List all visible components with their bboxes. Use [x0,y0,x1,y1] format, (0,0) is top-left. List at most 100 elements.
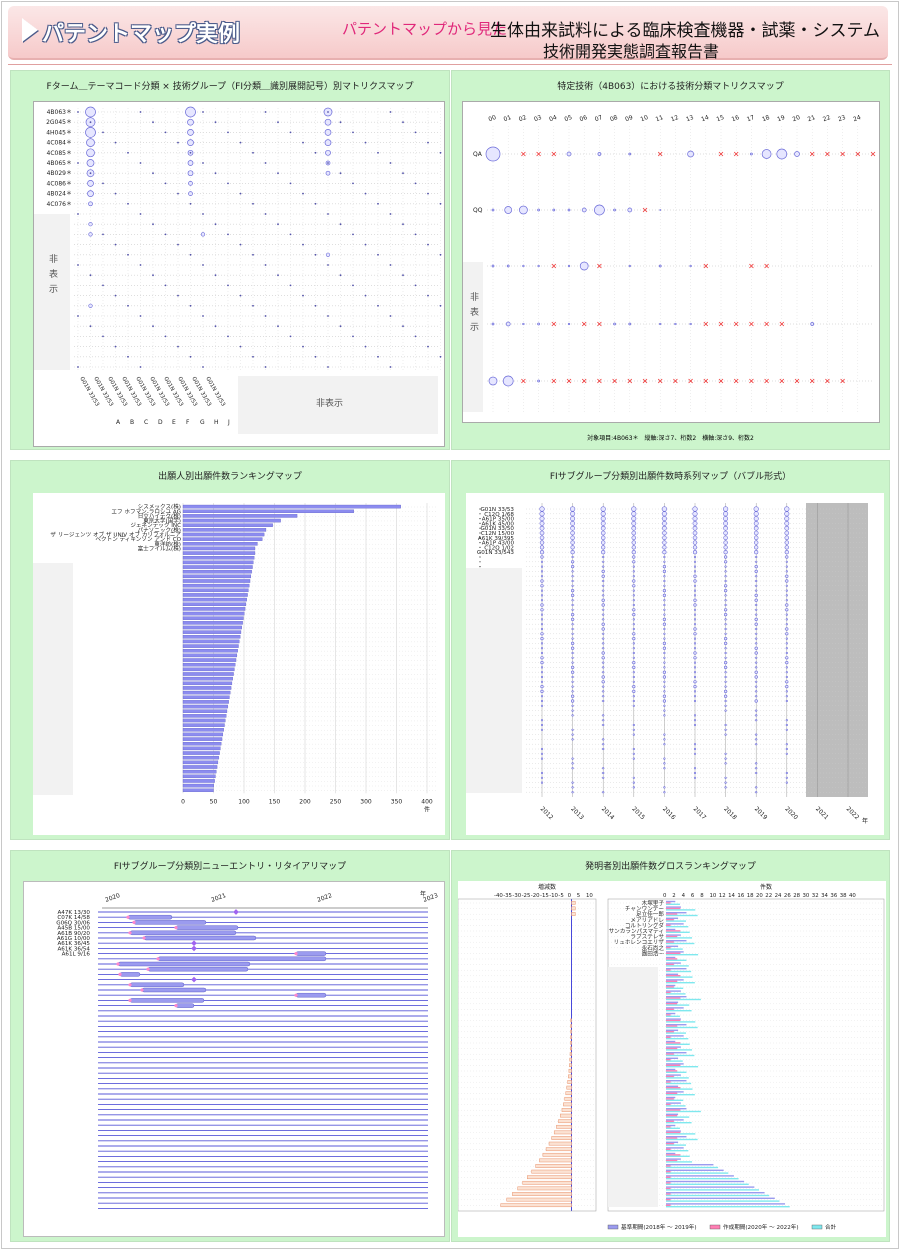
timeseries-bubble [540,781,544,784]
timeseries-bubble [693,570,697,573]
delta-bar [566,1085,572,1090]
timeseries-bubble [601,569,605,573]
matrix-dot [389,315,392,317]
timeseries-bubble [539,550,545,555]
cross-mark [673,378,678,384]
matrix-dot [164,233,167,236]
matrix-bubble [502,375,514,387]
ranking-bar [182,700,229,704]
current-period-bar [666,1019,681,1022]
matrix-bubble [522,322,525,326]
row-label: G01N 33/53 [480,507,514,513]
timeseries-bubble [755,690,758,693]
timeseries-bubble [540,560,544,563]
x-tick: 2017 [692,805,708,821]
current-period-bar [666,1193,671,1195]
timeseries-bubble [692,525,698,531]
row-label: A61K 45/00 [481,521,514,527]
entry-bar [141,987,207,993]
total-bar [666,1054,695,1057]
timeseries-bubble [693,589,697,592]
base-period-bar [666,900,676,903]
timeseries-bubble [693,671,697,674]
timeseries-bubble [755,685,758,688]
cross-mark [703,263,709,269]
col-label: 19 [776,114,786,123]
matrix-dot [439,151,442,154]
base-period-bar [666,1152,676,1155]
ranking-bar [182,546,256,551]
timeseries-bubble [693,584,697,587]
timeseries-bubble [785,603,789,607]
left-tick: -15 [540,893,549,899]
timeseries-bubble [692,506,698,512]
timeseries-bubble [540,671,544,674]
timeseries-bubble [632,689,636,693]
total-bar [666,1088,693,1090]
matrix-bubble [567,264,571,268]
matrix-dot [389,264,392,266]
timeseries-bubble [540,680,544,683]
matrix-dot [264,315,267,317]
timeseries-bubble [693,656,697,660]
timeseries-bubble [724,709,727,712]
timeseries-bubble [785,555,789,559]
ranking-bar [182,621,243,625]
hidden-rows-block [33,563,73,795]
panel-newentry-retire: FIサブグループ分類別ニューエントリ・リタイアリマップ 2020 2021 2022… [10,850,450,1242]
matrix-dot [177,192,179,195]
timeseries-bubble [724,570,727,573]
timeseries-bubble [724,560,728,564]
matrix-bubble [537,208,540,212]
right-tick: 6 [691,893,695,899]
timeseries-bubble [785,666,788,669]
timeseries-bubble [693,767,697,770]
timeseries-bubble [632,599,635,602]
timeseries-bubble [693,608,697,611]
matrix-dot [439,304,442,307]
timeseries-bubble [570,617,575,621]
timeseries-bubble [602,747,605,751]
retire-marker [191,976,197,983]
total-bar [666,1133,696,1135]
timeseries-bubble [540,647,544,650]
timeseries-bubble [662,530,667,536]
matrix-dot [114,294,117,297]
timeseries-bubble [785,690,788,693]
timeseries-bubble [693,565,697,568]
timeseries-bubble [693,627,697,631]
timeseries-bubble [570,516,576,522]
timeseries-bubble [632,661,636,665]
cross-mark [825,151,830,157]
total-bar [666,1021,696,1023]
cross-mark [657,151,663,157]
base-period-bar [666,1007,684,1009]
current-period-bar [666,1092,678,1094]
entry-marker [128,931,132,935]
timeseries-bubble [693,747,697,751]
delta-bar [567,1080,572,1084]
timeseries-bubble [755,680,758,683]
x-tick: 2012 [539,805,555,821]
ranking-bar [182,514,298,518]
current-period-bar [666,986,674,988]
base-period-bar [666,1018,681,1020]
timeseries-bubble [724,675,727,679]
total-bar [666,1122,692,1124]
inventor-plot: 増減数 -40 -35 -30 -25 -20 -15 -10 -5 0 5 10 件数 0 2 4 6 8 10 1… [458,881,886,1237]
right-tick: 24 [775,893,782,899]
timeseries-bubble [755,627,758,631]
timeseries-bubble [632,575,635,578]
matrix-bubble [519,205,528,215]
timeseries-bubble [693,699,697,703]
timeseries-bubble [632,656,635,659]
x-tick: 0 [181,798,185,805]
current-period-bar [666,924,671,926]
current-period-bar [666,1126,671,1128]
timeseries-bubble [784,516,790,522]
matrix-dot [227,131,229,134]
timeseries-bubble [663,656,666,659]
matrix-dot [427,243,429,246]
matrix-dot [252,202,254,205]
matrix-dot [102,233,104,236]
